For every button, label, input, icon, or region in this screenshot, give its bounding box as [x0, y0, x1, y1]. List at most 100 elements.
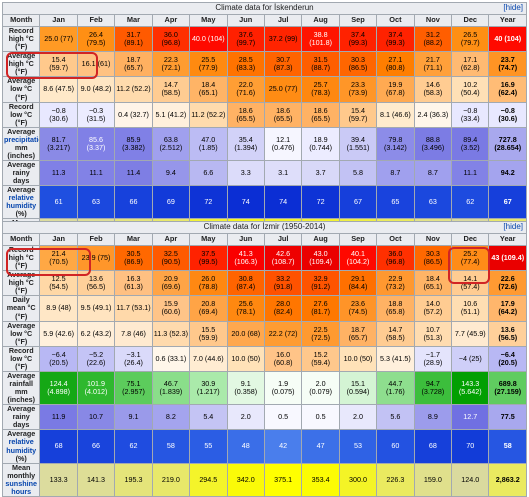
- cell-jul: 42: [264, 430, 302, 463]
- cell-may: 7.0 (44.6): [190, 346, 227, 371]
- cell-jan: 5.9 (42.6): [40, 321, 77, 346]
- cell-year: 17.9 (64.2): [489, 296, 526, 321]
- cell-jun: 35.4 (1.394): [227, 127, 264, 160]
- row-label: Record high °C (°F): [3, 27, 40, 52]
- cell-mar: 30.5 (86.9): [115, 246, 152, 271]
- cell-mar: 62: [115, 430, 152, 463]
- cell-feb: 101.9 (4.012): [77, 371, 115, 405]
- cell-may: 294.5: [190, 463, 227, 496]
- month-header-nov: Nov: [414, 15, 452, 26]
- cell-may: 6.6: [190, 161, 227, 186]
- cell-feb: −5.2 (22.6): [77, 346, 115, 371]
- cell-dec: −0.8 (33.4): [452, 102, 489, 127]
- cell-jul: 12.1 (0.476): [264, 127, 302, 160]
- cell-oct: 27.1 (80.8): [377, 52, 414, 77]
- hide-link[interactable]: [hide]: [503, 222, 523, 231]
- cell-year: 40 (104): [489, 27, 526, 52]
- row-average-low-c-f: Average low °C (°F) 5.9 (42.6) 6.2 (43.2) 7…: [3, 321, 526, 346]
- cell-dec: 62: [452, 186, 489, 219]
- cell-may: 55: [190, 430, 227, 463]
- row-label[interactable]: Mean monthly sunshine hours: [3, 463, 40, 496]
- cell-jan: 68: [40, 430, 77, 463]
- row-average-high-c-f: Average high °C (°F) 15.4 (59.7) 16.1 (61)…: [3, 52, 526, 77]
- hide-link[interactable]: [hide]: [503, 3, 523, 12]
- cell-mar: 11.7 (53.1): [115, 296, 152, 321]
- cell-apr: 32.5 (90.5): [152, 246, 190, 271]
- cell-year: 43 (109.4): [489, 246, 526, 271]
- cell-may: 11.2 (52.2): [190, 102, 227, 127]
- cell-sep: 37.4 (99.3): [339, 27, 377, 52]
- row-label[interactable]: Average relative humidity (%): [3, 430, 40, 463]
- row-average-high-c-f: Average high °C (°F) 12.5 (54.5) 13.6 (56.…: [3, 271, 526, 296]
- cell-jun: 37.6 (99.7): [227, 27, 264, 52]
- cell-year: 13.6 (56.5): [489, 321, 526, 346]
- cell-sep: 53: [339, 430, 377, 463]
- cell-oct: 8.7: [377, 161, 414, 186]
- month-header-may: May: [190, 15, 227, 26]
- row-label[interactable]: Average relative humidity (%): [3, 186, 40, 219]
- cell-nov: 8.7: [414, 161, 452, 186]
- month-header-apr: Apr: [152, 234, 190, 245]
- cell-nov: 63: [414, 186, 452, 219]
- row-label-link[interactable]: sunshine hours: [5, 478, 37, 496]
- cell-jun: 9.1 (0.358): [227, 371, 264, 405]
- row-label-link[interactable]: relative humidity: [6, 437, 37, 455]
- cell-jun: 3.3: [227, 161, 264, 186]
- row-label-link[interactable]: relative humidity: [6, 193, 37, 211]
- month-header-oct: Oct: [377, 15, 414, 26]
- month-header-jul: Jul: [264, 15, 302, 26]
- month-header-jun: Jun: [227, 234, 264, 245]
- cell-may: 25.5 (77.9): [190, 52, 227, 77]
- cell-oct: 18.8 (65.8): [377, 296, 414, 321]
- cell-jun: 41.3 (106.3): [227, 246, 264, 271]
- cell-aug: 353.4: [302, 463, 339, 496]
- cell-apr: 69: [152, 186, 190, 219]
- cell-jan: 12.5 (54.5): [40, 271, 77, 296]
- cell-oct: 79.8 (3.142): [377, 127, 414, 160]
- cell-dec: 17.1 (62.8): [452, 52, 489, 77]
- cell-apr: 8.2: [152, 405, 190, 430]
- cell-year: 67: [489, 186, 526, 219]
- table-caption: Climate data for İskenderun [hide]: [3, 3, 526, 14]
- month-header-year: Year: [489, 15, 526, 26]
- cell-apr: 22.3 (72.1): [152, 52, 190, 77]
- cell-year: 58: [489, 430, 526, 463]
- row-label: Daily mean °C (°F): [3, 296, 40, 321]
- cell-sep: 10.0 (50): [339, 346, 377, 371]
- cell-jul: 18.6 (65.5): [264, 102, 302, 127]
- cell-jan: 11.9: [40, 405, 77, 430]
- cell-aug: 3.7: [302, 161, 339, 186]
- cell-sep: 18.7 (65.7): [339, 321, 377, 346]
- row-mean-monthly-sunshine-hours: Mean monthly sunshine hours 133.3 141.3 195…: [3, 463, 526, 496]
- cell-feb: 13.6 (56.5): [77, 271, 115, 296]
- month-header-feb: Feb: [77, 234, 115, 245]
- cell-nov: 88.8 (3.496): [414, 127, 452, 160]
- row-record-high-c-f: Record high °C (°F) 21.4 (70.5) 23.9 (75) 3…: [3, 246, 526, 271]
- cell-dec: 70: [452, 430, 489, 463]
- cell-jun: 74: [227, 186, 264, 219]
- cell-aug: 32.9 (91.2): [302, 271, 339, 296]
- month-corner-header: Month: [3, 15, 40, 26]
- month-header-may: May: [190, 234, 227, 245]
- row-label: Average rainy days: [3, 161, 40, 186]
- cell-sep: 40.1 (104.2): [339, 246, 377, 271]
- cell-apr: 11.3 (52.3): [152, 321, 190, 346]
- row-label[interactable]: Average precipitation mm (inches): [3, 127, 40, 160]
- cell-mar: 9.1: [115, 405, 152, 430]
- cell-nov: 31.2 (88.2): [414, 27, 452, 52]
- cell-aug: 0.5: [302, 405, 339, 430]
- row-label-link[interactable]: precipitation: [4, 134, 39, 144]
- cell-nov: 8.9: [414, 405, 452, 430]
- cell-aug: 22.5 (72.5): [302, 321, 339, 346]
- cell-dec: 124.0: [452, 463, 489, 496]
- cell-jun: 342.0: [227, 463, 264, 496]
- cell-dec: 25.2 (77.4): [452, 246, 489, 271]
- month-header-dec: Dec: [452, 15, 489, 26]
- cell-mar: 85.9 (3.382): [115, 127, 152, 160]
- cell-jul: 37.2 (99): [264, 27, 302, 52]
- climate-table-iskenderun: Climate data for İskenderun [hide] Month Ja…: [2, 2, 527, 253]
- cell-aug: 31.5 (88.7): [302, 52, 339, 77]
- cell-mar: 11.2 (52.2): [115, 77, 152, 102]
- cell-may: 30.9 (1.217): [190, 371, 227, 405]
